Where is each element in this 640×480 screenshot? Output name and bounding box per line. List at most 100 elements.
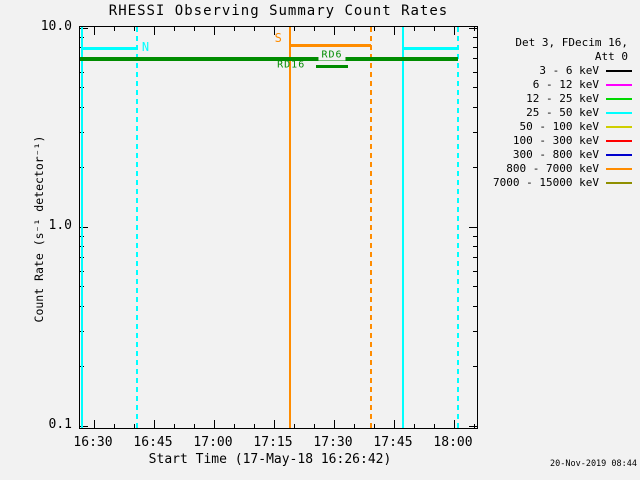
x-axis-major-tick: [273, 27, 275, 35]
x-axis-tick-label: 17:15: [253, 435, 293, 450]
rd16-flag-label: RD16: [277, 59, 306, 71]
y-axis-minor-tick: [473, 58, 477, 60]
x-axis-minor-tick: [113, 27, 115, 31]
x-axis-minor-tick: [293, 424, 295, 428]
y-axis-minor-tick: [473, 257, 477, 259]
x-axis-minor-tick: [113, 424, 115, 428]
x-axis-minor-tick: [233, 27, 235, 31]
y-axis-minor-tick: [473, 365, 477, 367]
x-axis-tick-label: 16:30: [73, 435, 113, 450]
generation-timestamp: 20-Nov-2019 08:44: [550, 459, 637, 469]
legend-entry: 25 - 50 keV: [452, 106, 632, 120]
y-axis-major-tick: [469, 425, 477, 427]
y-axis-major-tick: [469, 27, 477, 29]
legend-line-swatch: [606, 126, 632, 128]
night-flag-label: N: [141, 40, 151, 55]
rd6-flag-bar: [80, 56, 458, 61]
y-axis-major-tick: [80, 27, 88, 29]
x-axis-minor-tick: [173, 424, 175, 428]
legend-line-swatch: [606, 70, 632, 72]
night-flag-bar: [403, 46, 458, 50]
x-axis-minor-tick: [293, 27, 295, 31]
legend-entry-label: 800 - 7000 keV: [506, 162, 599, 175]
x-axis-title: Start Time (17-May-18 16:26:42): [148, 452, 392, 467]
x-axis-minor-tick: [313, 27, 315, 31]
x-axis-tick-label: 17:30: [313, 435, 353, 450]
night-start-line: [81, 27, 83, 428]
y-axis-tick-label: 10.0: [40, 19, 72, 35]
x-axis-minor-tick: [253, 27, 255, 31]
x-axis-major-tick: [453, 420, 455, 428]
x-axis-minor-tick: [373, 27, 375, 31]
x-axis-major-tick: [333, 27, 335, 35]
legend-entry: 3 - 6 keV: [452, 64, 632, 78]
saa-end-line: [370, 27, 372, 428]
y-axis-tick-label: 0.1: [48, 417, 72, 433]
y-axis-minor-tick: [473, 71, 477, 73]
y-axis-major-tick: [469, 226, 477, 228]
x-axis-minor-tick: [473, 27, 475, 31]
x-axis-minor-tick: [193, 27, 195, 31]
y-axis-minor-tick: [473, 286, 477, 288]
y-axis-minor-tick: [473, 131, 477, 133]
night-end-line: [457, 27, 459, 428]
legend-entry: 12 - 25 keV: [452, 92, 632, 106]
y-axis-minor-tick: [473, 166, 477, 168]
x-axis-minor-tick: [133, 424, 135, 428]
x-axis-minor-tick: [313, 424, 315, 428]
x-axis-major-tick: [393, 420, 395, 428]
x-axis-minor-tick: [173, 27, 175, 31]
legend-entry: 300 - 800 keV: [452, 148, 632, 162]
x-axis-tick-label: 16:45: [133, 435, 173, 450]
night-start-line: [402, 27, 404, 428]
legend-entry-label: 300 - 800 keV: [512, 148, 599, 161]
y-axis-major-tick: [80, 226, 88, 228]
x-axis-major-tick: [93, 27, 95, 35]
x-axis-minor-tick: [193, 424, 195, 428]
legend-line-swatch: [606, 112, 632, 114]
x-axis-major-tick: [93, 420, 95, 428]
x-axis-tick-label: 18:00: [433, 435, 473, 450]
y-axis-minor-tick: [473, 106, 477, 108]
y-axis-minor-tick: [473, 270, 477, 272]
saa-flag-bar: [290, 43, 371, 47]
legend-entry-label: 7000 - 15000 keV: [493, 176, 599, 189]
y-axis-minor-tick: [473, 46, 477, 48]
x-axis-major-tick: [393, 27, 395, 35]
legend-entry-label: 25 - 50 keV: [526, 106, 599, 119]
y-axis-tick-label: 1.0: [48, 218, 72, 234]
rd16-flag-bar: [316, 65, 348, 69]
x-axis-minor-tick: [233, 424, 235, 428]
legend-header-detector: Det 3, FDecim 16,: [515, 36, 628, 49]
rd6-flag-label: RD6: [318, 49, 346, 61]
x-axis-minor-tick: [353, 424, 355, 428]
y-axis-minor-tick: [473, 36, 477, 38]
x-axis-minor-tick: [433, 27, 435, 31]
legend-line-swatch: [606, 168, 632, 170]
x-axis-tick-label: 17:45: [373, 435, 413, 450]
legend-entry-label: 6 - 12 keV: [532, 78, 599, 91]
y-axis-minor-tick: [473, 87, 477, 89]
x-axis-major-tick: [213, 27, 215, 35]
x-axis-major-tick: [153, 420, 155, 428]
legend-entry: 50 - 100 keV: [452, 120, 632, 134]
plot-area: N S RD6 RD16: [79, 26, 478, 429]
x-axis-tick-label: 17:00: [193, 435, 233, 450]
night-flag-bar: [82, 46, 137, 50]
saa-flag-label: S: [274, 31, 283, 46]
x-axis-minor-tick: [353, 27, 355, 31]
legend-entry: 6 - 12 keV: [452, 78, 632, 92]
legend-line-swatch: [606, 154, 632, 156]
saa-start-line: [289, 27, 291, 428]
chart-title: RHESSI Observing Summary Count Rates: [108, 3, 449, 19]
legend: Det 3, FDecim 16, Att 0 3 - 6 keV 6 - 12 …: [452, 36, 632, 190]
legend-entry-label: 12 - 25 keV: [526, 92, 599, 105]
legend-header-attenuator: Att 0: [594, 50, 628, 63]
legend-line-swatch: [606, 84, 632, 86]
x-axis-minor-tick: [433, 424, 435, 428]
x-axis-minor-tick: [373, 424, 375, 428]
x-axis-major-tick: [333, 420, 335, 428]
y-axis-minor-tick: [473, 245, 477, 247]
x-axis-minor-tick: [133, 27, 135, 31]
